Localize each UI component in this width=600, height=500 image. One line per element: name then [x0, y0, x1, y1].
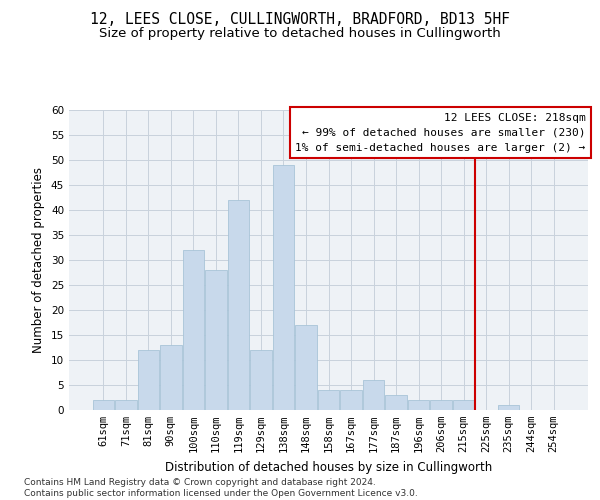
Bar	[408, 400, 429, 410]
Bar	[430, 400, 452, 410]
Bar	[295, 325, 317, 410]
Bar	[273, 165, 294, 410]
Bar	[363, 380, 384, 410]
Bar	[250, 350, 272, 410]
Text: Contains HM Land Registry data © Crown copyright and database right 2024.
Contai: Contains HM Land Registry data © Crown c…	[24, 478, 418, 498]
Bar	[453, 400, 475, 410]
Bar	[340, 390, 362, 410]
Bar	[385, 395, 407, 410]
Bar	[137, 350, 159, 410]
Text: 12 LEES CLOSE: 218sqm
← 99% of detached houses are smaller (230)
1% of semi-deta: 12 LEES CLOSE: 218sqm ← 99% of detached …	[295, 113, 586, 152]
Bar	[160, 345, 182, 410]
Y-axis label: Number of detached properties: Number of detached properties	[32, 167, 46, 353]
X-axis label: Distribution of detached houses by size in Cullingworth: Distribution of detached houses by size …	[165, 460, 492, 473]
Bar	[228, 200, 249, 410]
Text: 12, LEES CLOSE, CULLINGWORTH, BRADFORD, BD13 5HF: 12, LEES CLOSE, CULLINGWORTH, BRADFORD, …	[90, 12, 510, 28]
Bar	[92, 400, 114, 410]
Bar	[318, 390, 339, 410]
Bar	[205, 270, 227, 410]
Bar	[498, 405, 520, 410]
Text: Size of property relative to detached houses in Cullingworth: Size of property relative to detached ho…	[99, 28, 501, 40]
Bar	[115, 400, 137, 410]
Bar	[182, 250, 204, 410]
